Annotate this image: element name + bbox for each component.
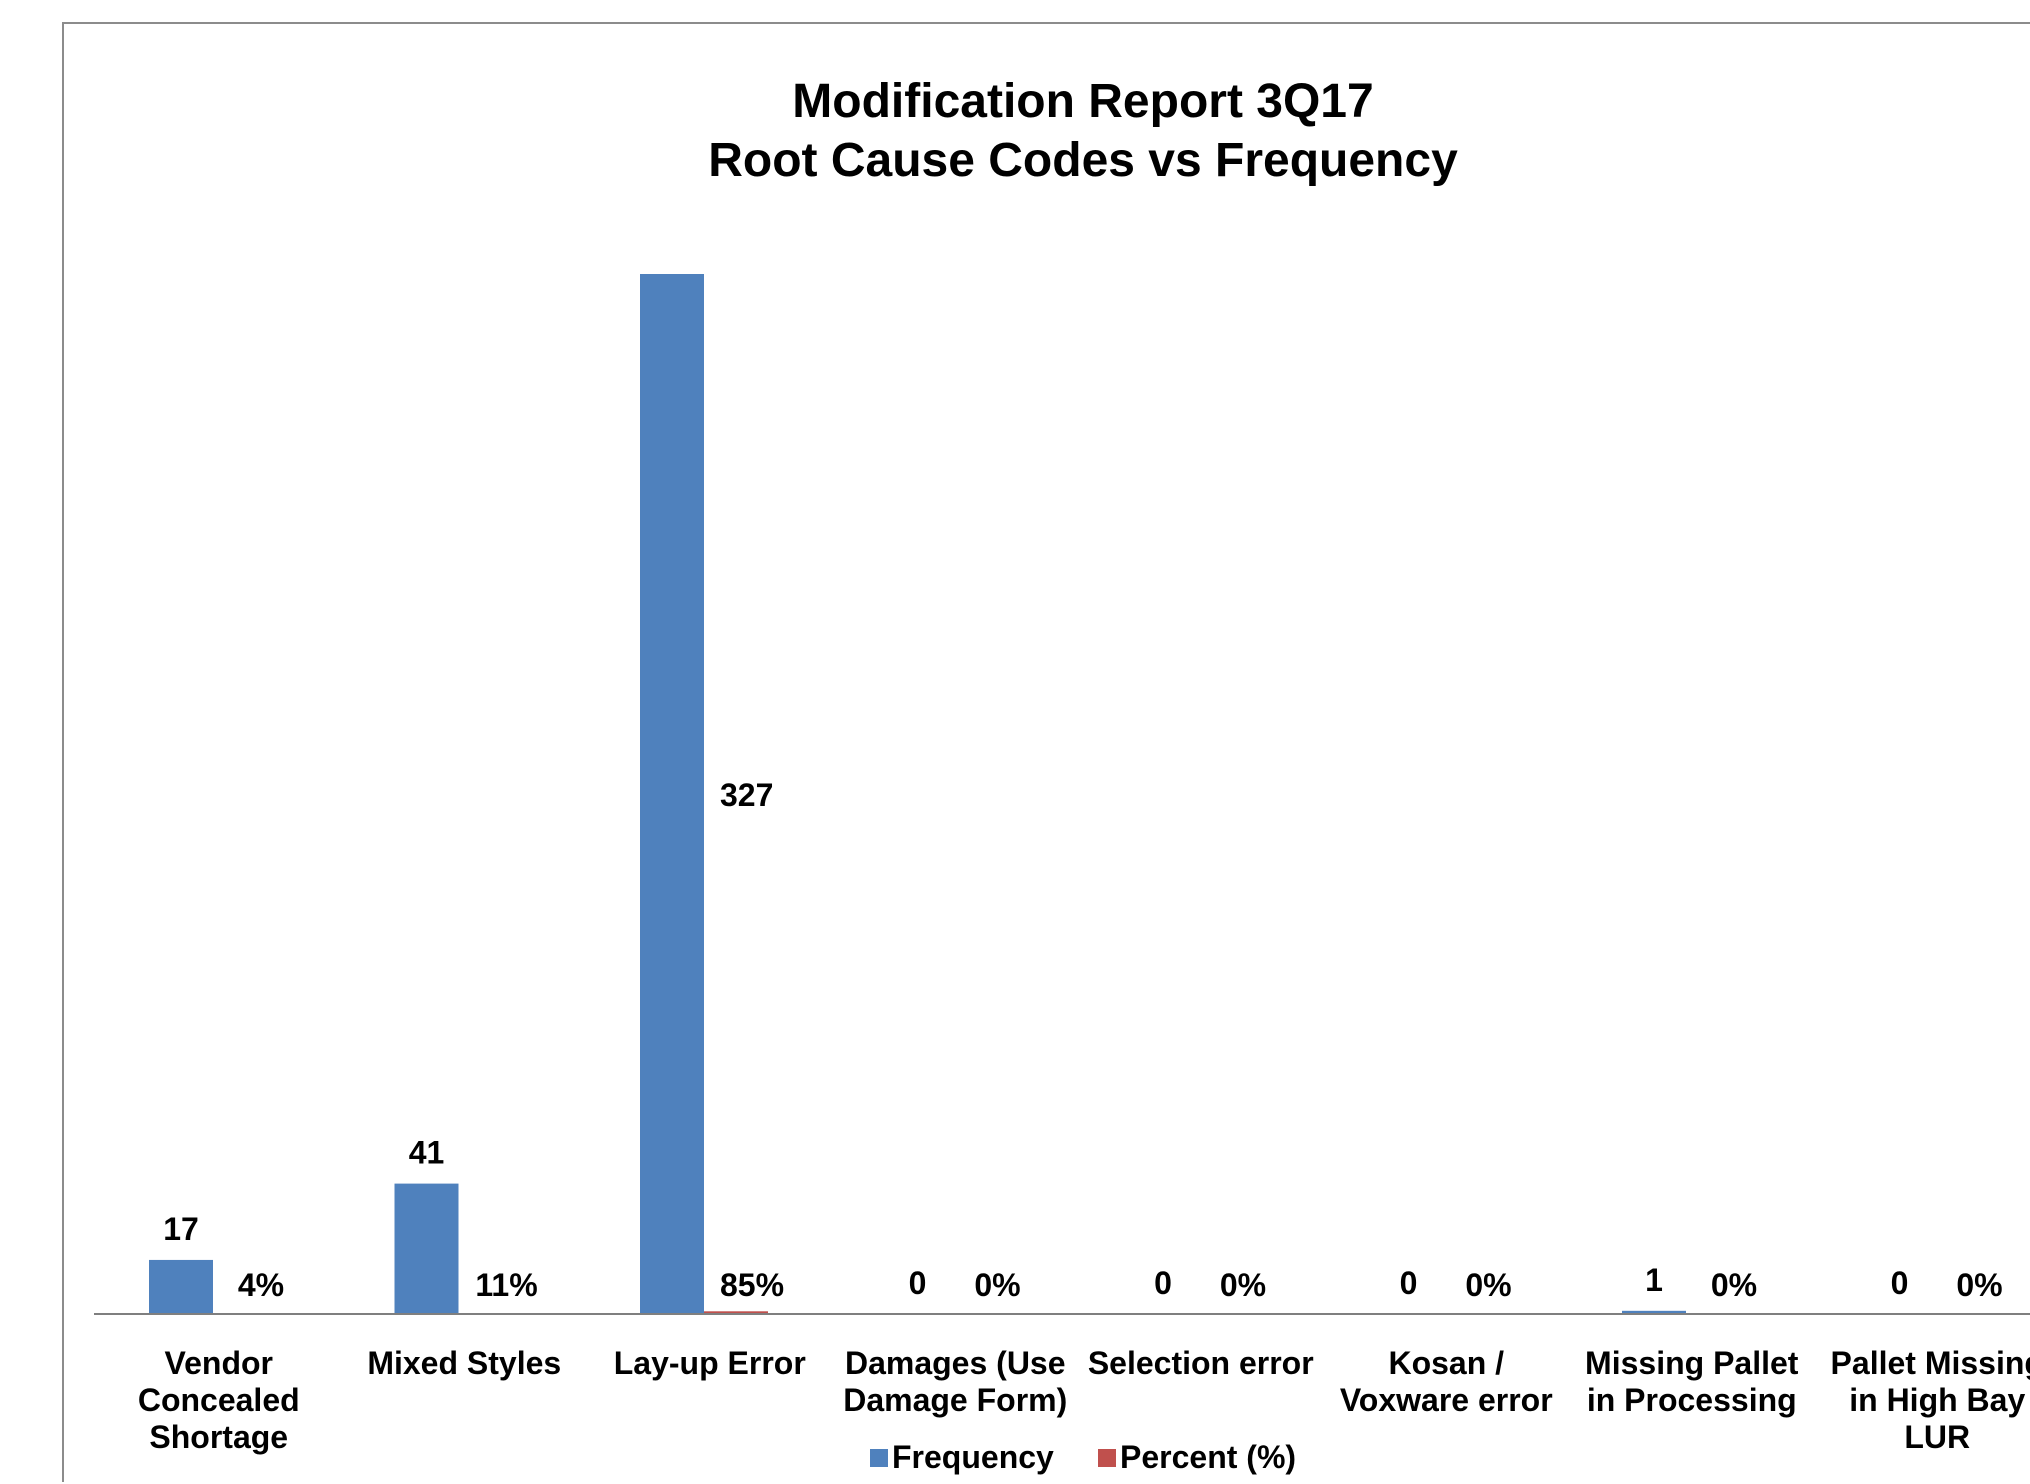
percent-label-3: 0% <box>974 1267 1020 1303</box>
percent-label-0: 4% <box>238 1267 284 1303</box>
legend-swatch-frequency <box>870 1449 888 1467</box>
chart-title-line-1: Modification Report 3Q17 <box>792 75 1373 128</box>
chart-frame: Modification Report 3Q17 Root Cause Code… <box>62 22 2030 1482</box>
percent-label-2: 85% <box>720 1267 784 1303</box>
bar-frequency-1 <box>395 1184 459 1314</box>
chart-svg: Modification Report 3Q17 Root Cause Code… <box>64 24 2030 1484</box>
frequency-label-5: 0 <box>1400 1265 1418 1301</box>
bars-layer <box>149 274 1686 1314</box>
legend-label-frequency: Frequency <box>892 1439 1054 1475</box>
chart-title-line-2: Root Cause Codes vs Frequency <box>708 134 1458 187</box>
category-label-5: Kosan /Voxware error <box>1340 1345 1553 1418</box>
frequency-label-7: 0 <box>1891 1265 1909 1301</box>
category-label-1: Mixed Styles <box>367 1345 561 1381</box>
percent-label-7: 0% <box>1956 1267 2002 1303</box>
frequency-label-4: 0 <box>1154 1265 1172 1301</box>
bar-frequency-0 <box>149 1260 213 1314</box>
percent-label-6: 0% <box>1711 1267 1757 1303</box>
category-label-2: Lay-up Error <box>614 1345 806 1381</box>
frequency-label-3: 0 <box>909 1265 927 1301</box>
frequency-label-2: 327 <box>720 777 773 813</box>
frequency-label-6: 1 <box>1645 1262 1663 1298</box>
frequency-label-1: 41 <box>409 1135 445 1171</box>
bar-frequency-2 <box>640 274 704 1314</box>
category-label-4: Selection error <box>1088 1345 1314 1381</box>
percent-label-1: 11% <box>475 1267 537 1303</box>
legend-label-percent: Percent (%) <box>1120 1439 1296 1475</box>
legend-swatch-percent <box>1098 1449 1116 1467</box>
percent-label-5: 0% <box>1465 1267 1511 1303</box>
legend: Frequency Percent (%) <box>870 1439 1296 1475</box>
percent-label-4: 0% <box>1220 1267 1266 1303</box>
frequency-label-0: 17 <box>163 1211 199 1247</box>
